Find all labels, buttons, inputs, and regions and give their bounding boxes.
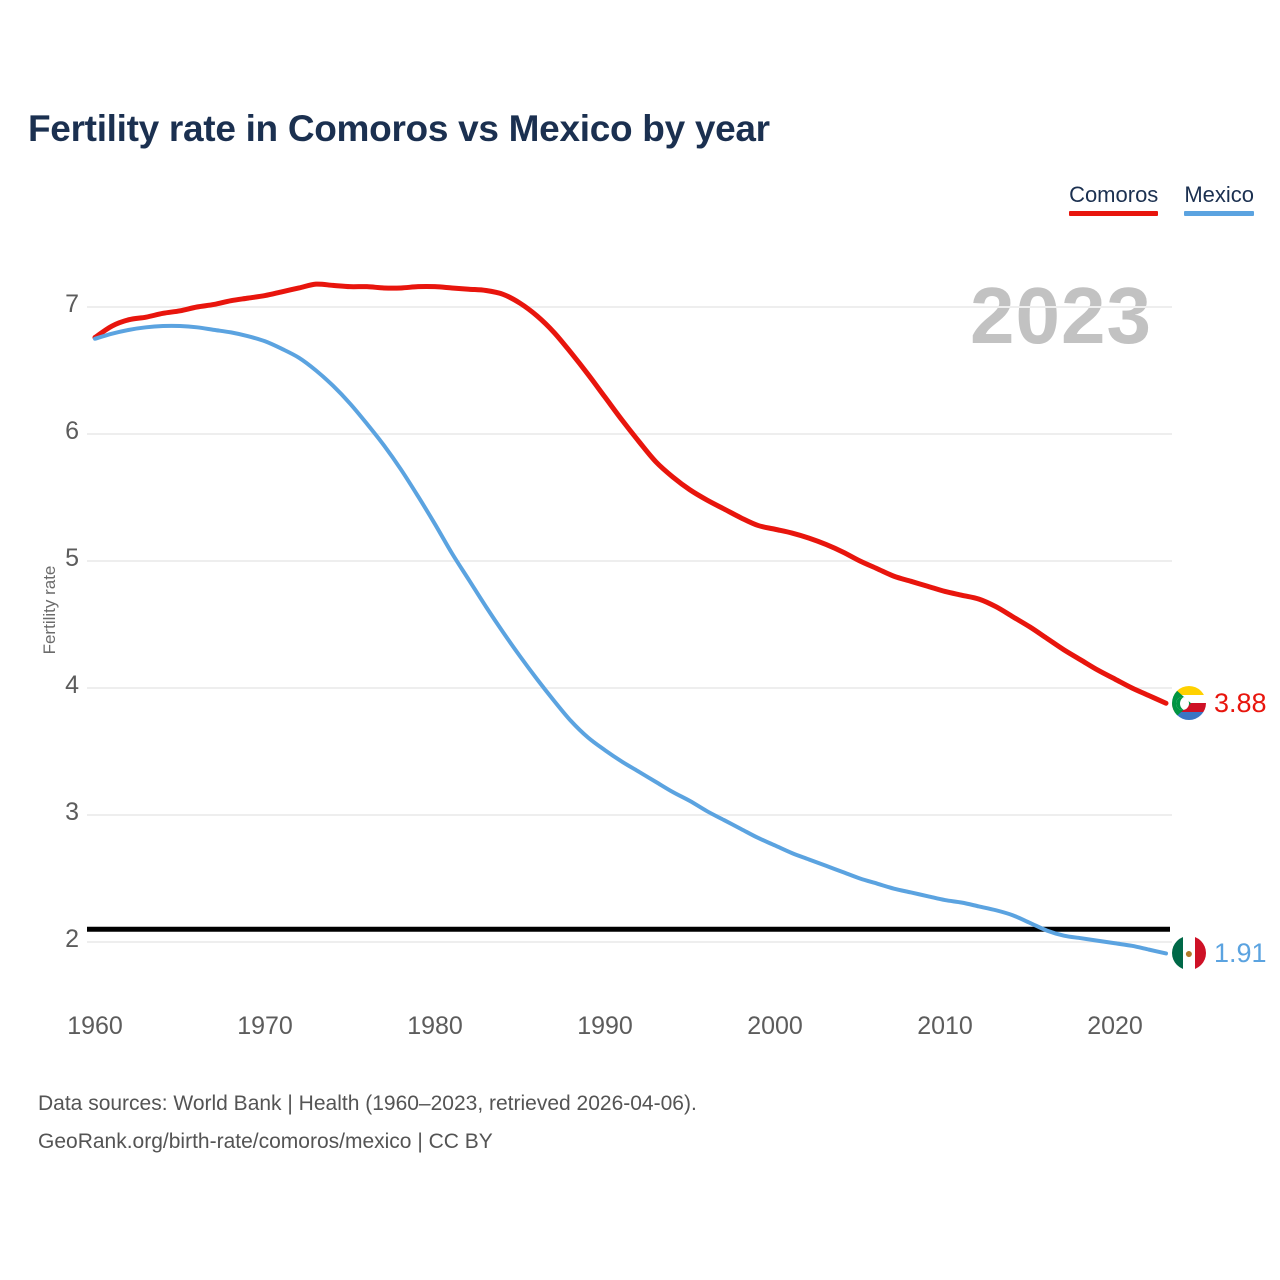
x-tick-2020: 2020	[1087, 1012, 1143, 1040]
x-tick-1980: 1980	[407, 1012, 463, 1040]
y-tick-5: 5	[65, 544, 79, 572]
footer-line-attribution: GeoRank.org/birth-rate/comoros/mexico | …	[38, 1130, 493, 1153]
x-tick-1960: 1960	[67, 1012, 123, 1040]
y-tick-2: 2	[65, 925, 79, 953]
legend-swatch-comoros	[1069, 211, 1159, 216]
y-tick-7: 7	[65, 290, 79, 318]
legend-item-mexico[interactable]: Mexico	[1184, 182, 1254, 216]
legend-label-mexico: Mexico	[1184, 182, 1254, 207]
footer: Data sources: World Bank | Health (1960–…	[38, 1085, 697, 1161]
x-tick-1990: 1990	[577, 1012, 633, 1040]
y-tick-3: 3	[65, 798, 79, 826]
x-tick-1970: 1970	[237, 1012, 293, 1040]
legend-swatch-mexico	[1184, 211, 1254, 216]
endpoint-mexico[interactable]: ● 1.91	[1172, 936, 1267, 971]
mexico-flag-icon: ●	[1172, 936, 1206, 971]
x-tick-2000: 2000	[747, 1012, 803, 1040]
comoros-flag-icon	[1172, 686, 1206, 721]
series-line-mexico	[93, 323, 1168, 956]
legend: Comoros Mexico	[1069, 182, 1254, 216]
legend-item-comoros[interactable]: Comoros	[1069, 182, 1159, 216]
x-tick-2010: 2010	[917, 1012, 973, 1040]
year-watermark: 2023	[970, 271, 1152, 360]
footer-line-sources: Data sources: World Bank | Health (1960–…	[38, 1092, 697, 1115]
gridlines	[87, 306, 1172, 943]
y-axis-title: Fertility rate	[40, 565, 59, 655]
page-title: Fertility rate in Comoros vs Mexico by y…	[28, 108, 770, 149]
endpoint-comoros[interactable]: 3.88	[1172, 686, 1267, 721]
y-tick-4: 4	[65, 671, 79, 699]
y-tick-6: 6	[65, 417, 79, 445]
endpoint-value-mexico: 1.91	[1214, 937, 1267, 968]
legend-label-comoros: Comoros	[1069, 182, 1159, 207]
endpoint-value-comoros: 3.88	[1214, 687, 1267, 718]
